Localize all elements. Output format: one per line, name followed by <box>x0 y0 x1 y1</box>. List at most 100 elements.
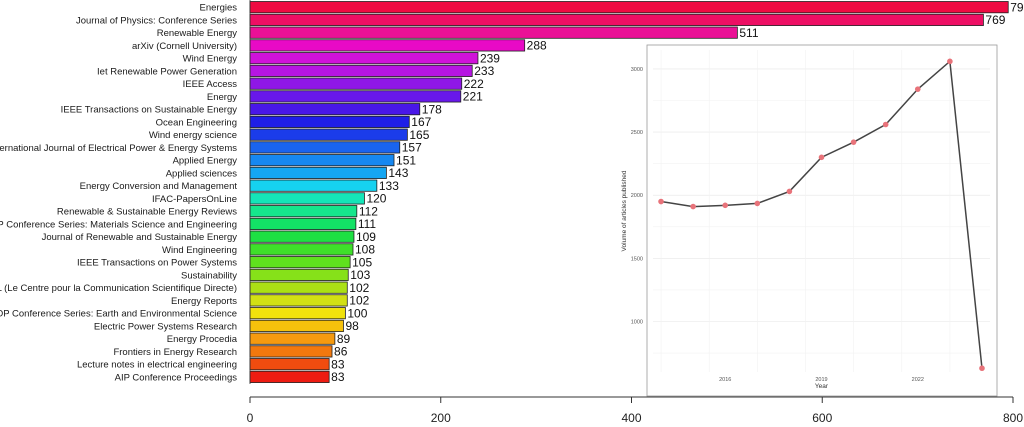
category-label: Renewable & Sustainable Energy Reviews <box>57 207 237 218</box>
data-point <box>690 203 696 210</box>
inset-y-axis-title: Volume of articles published <box>621 170 628 251</box>
category-label: IFAC-PapersOnLine <box>152 194 237 205</box>
category-label: Journal of Renewable and Sustainable Ene… <box>42 232 238 243</box>
bar-15 <box>249 192 365 205</box>
category-label: arXiv (Cornell University) <box>132 41 237 52</box>
bar-10 <box>249 128 408 141</box>
bar-11 <box>249 141 401 154</box>
inset-y-tick-label: 1000 <box>631 319 643 325</box>
bar-28 <box>249 358 330 371</box>
category-label: Iet Renewable Power Generation <box>97 66 237 77</box>
bar-value-label: 288 <box>527 39 547 53</box>
bar-value-label: 109 <box>356 230 376 244</box>
bar-value-label: 89 <box>337 332 351 346</box>
category-label: Wind Engineering <box>162 245 237 256</box>
inset-x-axis-title: Year <box>815 383 829 390</box>
category-label: Energy Procedia <box>167 334 238 345</box>
inset-x-tick-label: 2019 <box>815 377 827 383</box>
inset-y-tick-label: 2500 <box>631 130 643 136</box>
category-label: Energy Reports <box>171 296 237 307</box>
bar-value-label: 165 <box>409 128 429 142</box>
data-point <box>722 202 729 209</box>
category-label: Electric Power Systems Research <box>94 321 237 332</box>
inset-y-tick-label: 1500 <box>631 256 643 262</box>
bar-29 <box>249 370 330 383</box>
category-label: Sustainability <box>181 270 237 281</box>
bar-1 <box>249 13 984 26</box>
bar-16 <box>249 205 358 218</box>
bar-value-label: 120 <box>366 192 386 206</box>
bar-value-label: 133 <box>379 179 399 193</box>
bar-value-label: 83 <box>331 357 345 371</box>
x-tick-label: 0 <box>247 411 254 425</box>
bar-19 <box>249 243 354 256</box>
category-label: Applied sciences <box>166 168 238 179</box>
bar-27 <box>249 345 333 358</box>
bar-5 <box>249 64 473 77</box>
bar-17 <box>249 217 357 230</box>
bar-22 <box>249 281 348 294</box>
bar-value-label: 178 <box>422 102 442 116</box>
bar-value-label: 795 <box>1010 0 1024 14</box>
bar-value-label: 221 <box>463 90 483 104</box>
bar-24 <box>249 307 346 320</box>
bar-value-label: 112 <box>359 204 378 218</box>
bar-13 <box>249 166 387 179</box>
bar-value-label: 108 <box>355 243 375 257</box>
category-label: Applied Energy <box>173 156 238 167</box>
bar-value-label: 143 <box>388 166 408 180</box>
category-label: Frontiers in Energy Research <box>113 347 237 358</box>
inset-x-tick-label: 2022 <box>912 377 924 383</box>
bar-6 <box>249 77 463 90</box>
bar-value-label: 167 <box>411 115 431 129</box>
bar-23 <box>249 294 348 307</box>
category-label: AIP Conference Proceedings <box>115 372 238 383</box>
line-chart-inset: 1000 1500 2000 2500 3000 2016 2019 2022 Year Volu… <box>621 44 998 397</box>
bar-9 <box>249 115 410 128</box>
category-label: HAL (Le Centre pour la Communication Sci… <box>0 283 237 294</box>
x-tick-label: 800 <box>1003 411 1023 425</box>
bar-value-label: 83 <box>331 370 345 384</box>
bar-value-label: 86 <box>334 345 348 359</box>
data-point <box>754 200 761 207</box>
x-tick-label: 200 <box>431 411 451 425</box>
category-label: Renewable Energy <box>157 28 238 39</box>
data-point <box>882 121 889 128</box>
bar-18 <box>249 230 355 243</box>
bar-0 <box>249 1 1009 14</box>
bar-value-label: 103 <box>350 268 370 282</box>
inset-x-tick-label: 2016 <box>719 377 731 383</box>
category-label: Wind energy science <box>149 130 237 141</box>
bar-value-label: 233 <box>474 64 494 78</box>
inset-y-tick-label: 3000 <box>631 67 643 73</box>
bar-21 <box>249 268 349 281</box>
category-label: Lecture notes in electrical engineering <box>77 360 237 371</box>
category-label: International Journal of Electrical Powe… <box>0 143 237 154</box>
bar-value-label: 98 <box>345 319 359 333</box>
data-point <box>850 139 857 145</box>
bar-value-label: 100 <box>347 306 367 320</box>
data-point <box>947 58 953 65</box>
category-label: IEEE Transactions on Sustainable Energy <box>61 105 238 116</box>
data-point <box>658 198 664 205</box>
category-label: Energies <box>200 3 238 14</box>
bar-4 <box>249 52 479 65</box>
bar-26 <box>249 332 336 345</box>
category-label: IEEE Transactions on Power Systems <box>77 258 237 269</box>
category-label: Energy Conversion and Management <box>80 181 238 192</box>
bar-2 <box>249 26 738 39</box>
data-point <box>786 188 793 195</box>
bar-chart: Energies 795 Journal of Physics: Conferenc… <box>0 0 1024 384</box>
bar-value-label: 222 <box>464 77 484 91</box>
bar-25 <box>249 319 344 332</box>
bar-value-label: 511 <box>739 26 758 40</box>
category-label: Ocean Engineering <box>156 117 237 128</box>
bar-14 <box>249 179 378 192</box>
bar-value-label: 151 <box>396 153 416 167</box>
bar-3 <box>249 39 526 52</box>
category-label: IOP Conference Series: Materials Science… <box>0 219 237 230</box>
inset-y-tick-label: 2000 <box>631 193 643 199</box>
bar-value-label: 111 <box>358 217 377 231</box>
inset-frame <box>646 44 998 397</box>
